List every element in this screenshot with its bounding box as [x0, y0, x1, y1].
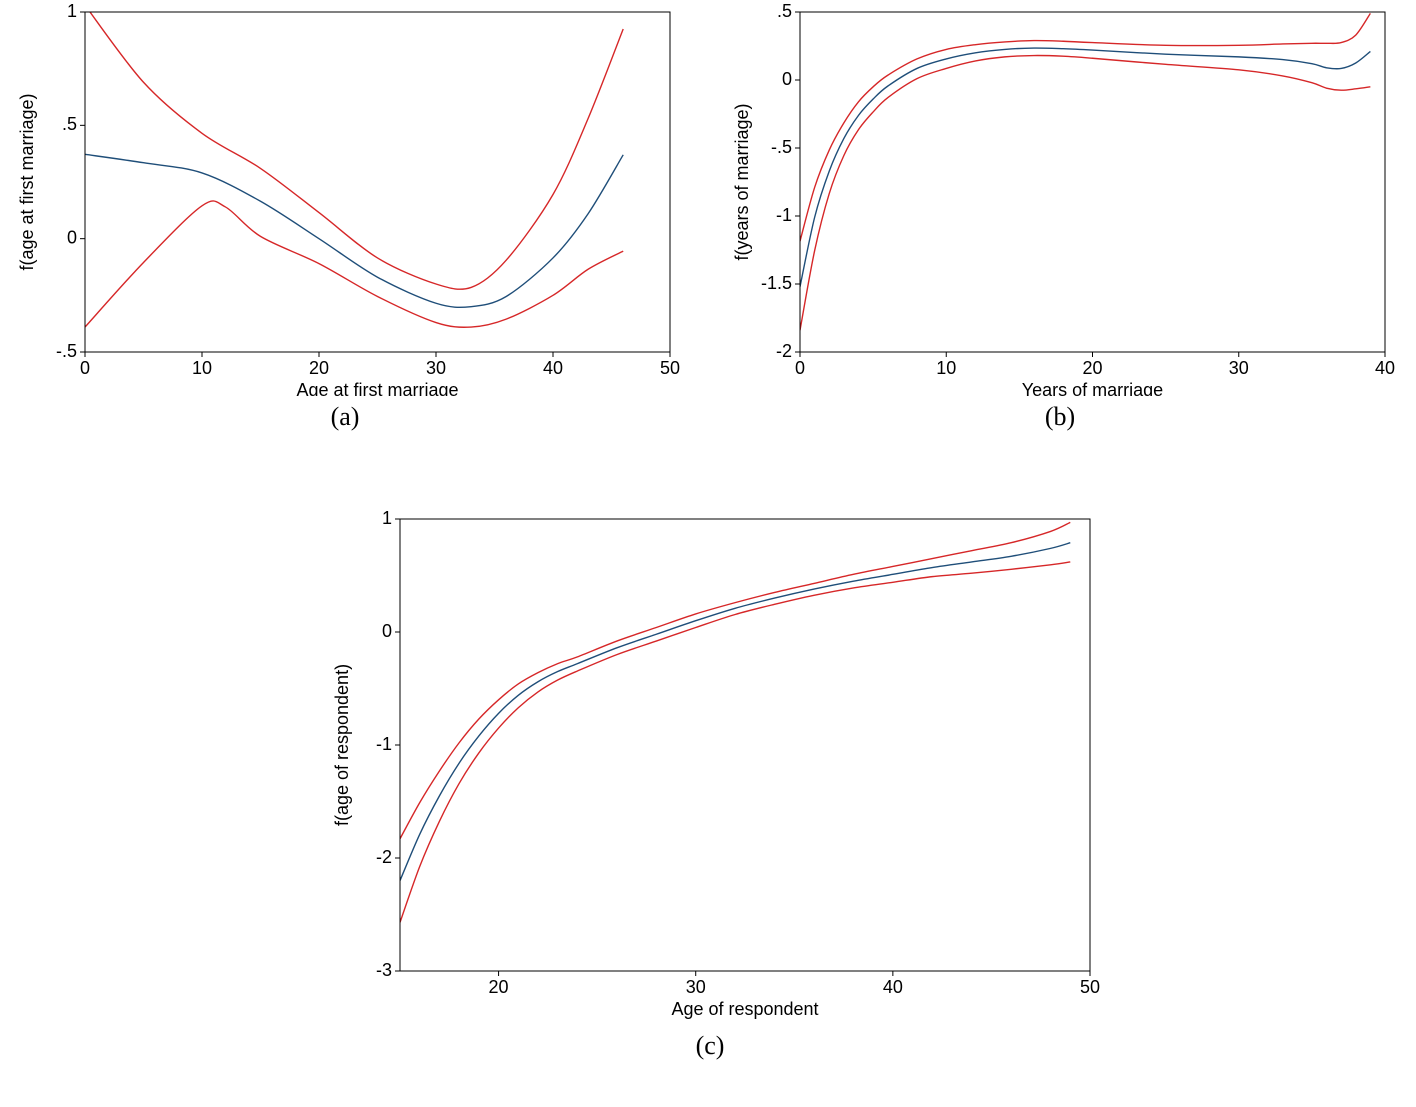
svg-text:30: 30 — [686, 977, 706, 997]
svg-text:-3: -3 — [376, 960, 392, 980]
caption-a: (a) — [5, 402, 685, 432]
chart-c: -3 -2 -1 0 1 20 30 40 50 Age of respondent f(age o… — [310, 505, 1110, 1025]
chart-a: -.50.5101020304050Age at first marriagef… — [5, 0, 685, 396]
svg-text:.5: .5 — [777, 1, 792, 21]
svg-text:0: 0 — [80, 358, 90, 378]
svg-text:30: 30 — [426, 358, 446, 378]
svg-text:40: 40 — [543, 358, 563, 378]
svg-text:-1.5: -1.5 — [761, 273, 792, 293]
svg-text:0: 0 — [382, 621, 392, 641]
panel-a: -.50.5101020304050Age at first marriagef… — [5, 0, 685, 432]
svg-text:40: 40 — [883, 977, 903, 997]
x-axis-label: Age of respondent — [671, 999, 818, 1019]
svg-text:.5: .5 — [62, 114, 77, 134]
svg-text:20: 20 — [309, 358, 329, 378]
figure-page: -.50.5101020304050Age at first marriagef… — [0, 0, 1416, 1107]
y-axis-label: f(years of marriage) — [732, 103, 752, 260]
svg-text:50: 50 — [1080, 977, 1100, 997]
svg-text:-1: -1 — [776, 205, 792, 225]
svg-text:-1: -1 — [376, 734, 392, 754]
svg-text:-2: -2 — [776, 341, 792, 361]
svg-text:0: 0 — [782, 69, 792, 89]
caption-c: (c) — [310, 1031, 1110, 1061]
panel-c: -3 -2 -1 0 1 20 30 40 50 Age of respondent f(age o… — [310, 505, 1110, 1061]
svg-text:1: 1 — [382, 508, 392, 528]
x-axis-label: Years of marriage — [1022, 380, 1163, 396]
caption-b: (b) — [720, 402, 1400, 432]
svg-text:50: 50 — [660, 358, 680, 378]
chart-b: -2 -1.5 -1 -.5 0 .5 0 10 20 30 40 Years of marriage… — [720, 0, 1400, 396]
svg-text:0: 0 — [795, 358, 805, 378]
svg-text:-.5: -.5 — [56, 341, 77, 361]
svg-text:40: 40 — [1375, 358, 1395, 378]
y-axis-label: f(age at first marriage) — [17, 93, 37, 270]
svg-text:-2: -2 — [376, 847, 392, 867]
svg-text:20: 20 — [1082, 358, 1102, 378]
svg-text:20: 20 — [489, 977, 509, 997]
svg-text:0: 0 — [67, 227, 77, 247]
x-axis-label: Age at first marriage — [296, 380, 458, 396]
svg-text:1: 1 — [67, 1, 77, 21]
svg-text:10: 10 — [936, 358, 956, 378]
svg-text:10: 10 — [192, 358, 212, 378]
panel-b: -2 -1.5 -1 -.5 0 .5 0 10 20 30 40 Years of marriage… — [720, 0, 1400, 432]
svg-text:-.5: -.5 — [771, 137, 792, 157]
y-axis-label: f(age of respondent) — [332, 664, 352, 826]
svg-text:30: 30 — [1229, 358, 1249, 378]
